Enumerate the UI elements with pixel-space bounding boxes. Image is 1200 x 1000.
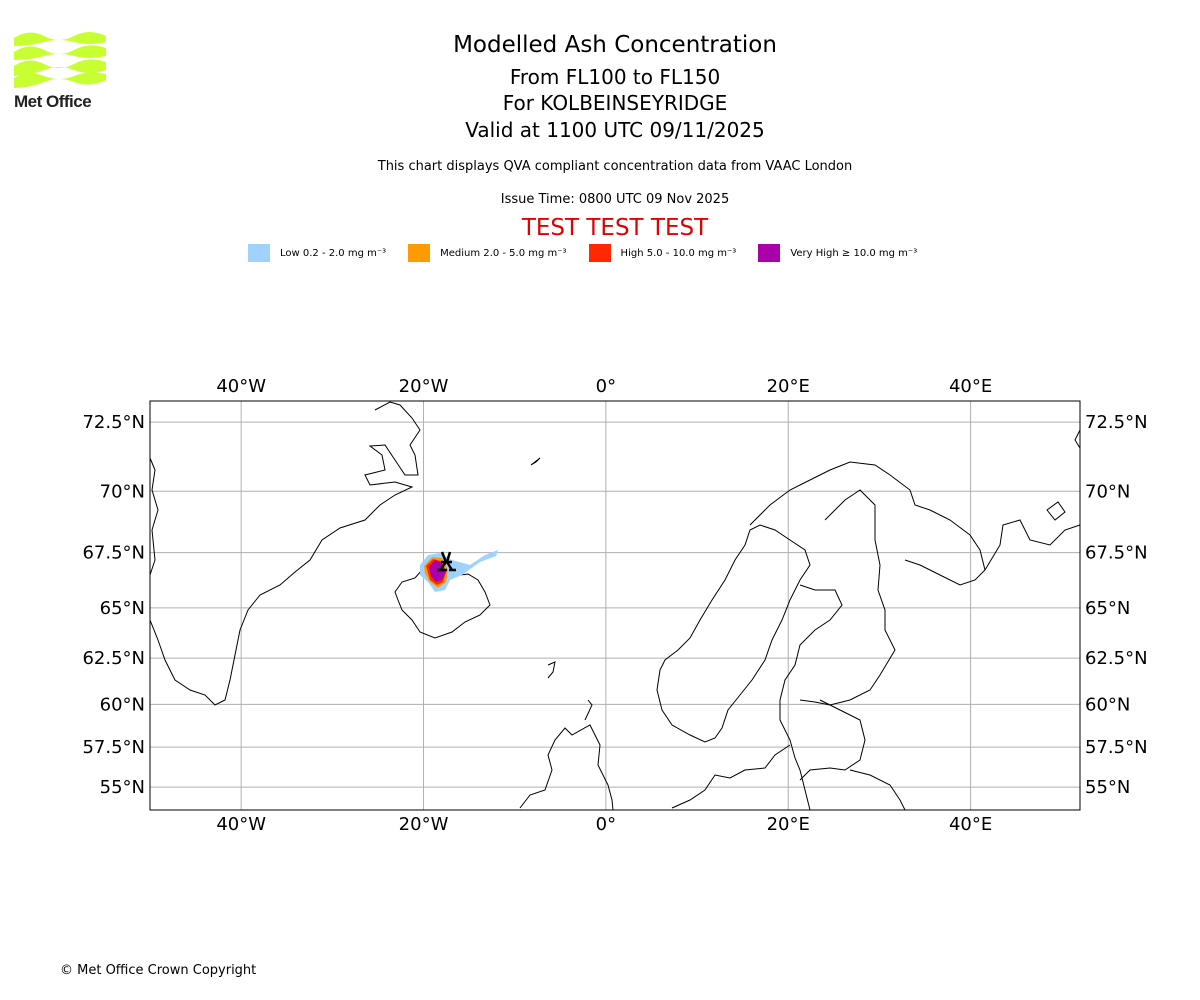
lon-tick-label: 20°E (767, 376, 810, 397)
coastlines (149, 401, 1081, 811)
test-banner: TEST TEST TEST (521, 215, 709, 241)
legend-label: Very High ≥ 10.0 mg m⁻³ (790, 247, 918, 259)
jan-mayen-coast (530, 457, 541, 466)
legend-swatch (248, 244, 270, 262)
lat-tick-label: 60°N (1085, 694, 1130, 715)
lon-tick-label: 0° (596, 376, 616, 397)
lat-tick-label: 65°N (100, 598, 145, 619)
sweden-finland-coast (779, 489, 906, 811)
valid-time: Valid at 1100 UTC 09/11/2025 (465, 118, 765, 142)
russia-coast (984, 429, 1081, 571)
greenland-coast (149, 401, 421, 706)
copyright: © Met Office Crown Copyright (60, 963, 257, 978)
lon-tick-label: 0° (596, 814, 616, 835)
legend-item-medium: Medium 2.0 - 5.0 mg m⁻³ (408, 244, 567, 262)
lon-tick-label: 40°W (216, 376, 266, 397)
lon-tick-label: 40°W (216, 814, 266, 835)
ash-plume (420, 550, 498, 592)
legend-item-high: High 5.0 - 10.0 mg m⁻³ (588, 244, 737, 262)
chart-title: Modelled Ash Concentration (453, 32, 777, 58)
map-frame (149, 400, 1081, 811)
lat-tick-label: 55°N (100, 777, 145, 798)
legend-item-very-high: Very High ≥ 10.0 mg m⁻³ (758, 244, 917, 262)
legend-label: Low 0.2 - 2.0 mg m⁻³ (280, 247, 387, 259)
lat-tick-label: 57.5°N (82, 737, 145, 758)
flight-levels: From FL100 to FL150 (509, 65, 721, 89)
lat-tick-label: 62.5°N (1085, 648, 1148, 669)
axis-ticks: 40°W 40°W 20°W 20°W 0° 0° 20°E 20°E 40°E 40°E 72.5… (82, 376, 1147, 835)
britain-coast (519, 699, 614, 811)
lon-tick-label: 40°E (949, 376, 992, 397)
lat-tick-label: 72.5°N (82, 412, 145, 433)
lat-tick-label: 55°N (1085, 777, 1130, 798)
faroe-coast (547, 661, 556, 679)
lat-tick-label: 67.5°N (1085, 543, 1148, 564)
gridlines (150, 401, 1080, 810)
legend-swatch (588, 244, 611, 262)
lat-tick-label: 70°N (100, 481, 145, 502)
lat-tick-label: 65°N (1085, 598, 1130, 619)
legend-item-low: Low 0.2 - 2.0 mg m⁻³ (248, 244, 386, 262)
legend-swatch (758, 244, 781, 262)
legend: Low 0.2 - 2.0 mg m⁻³ Medium 2.0 - 5.0 mg… (248, 244, 939, 262)
lon-tick-label: 20°W (399, 814, 449, 835)
lat-tick-label: 67.5°N (82, 543, 145, 564)
lat-tick-label: 57.5°N (1085, 737, 1148, 758)
lon-tick-label: 20°W (399, 376, 449, 397)
chart-description: This chart displays QVA compliant concen… (377, 159, 853, 174)
lon-tick-label: 20°E (767, 814, 810, 835)
lat-tick-label: 72.5°N (1085, 412, 1148, 433)
legend-label: Medium 2.0 - 5.0 mg m⁻³ (440, 247, 567, 259)
volcano-marker-icon (437, 551, 456, 572)
issue-time: Issue Time: 0800 UTC 09 Nov 2025 (500, 192, 730, 207)
lat-tick-label: 70°N (1085, 481, 1130, 502)
logo-waves-icon (14, 32, 106, 88)
logo-text: Met Office (14, 92, 92, 111)
volcano-location: For KOLBEINSEYRIDGE (502, 91, 728, 115)
lat-tick-label: 60°N (100, 694, 145, 715)
legend-swatch (408, 244, 431, 262)
lon-tick-label: 40°E (949, 814, 992, 835)
legend-label: High 5.0 - 10.0 mg m⁻³ (620, 247, 737, 259)
lat-tick-label: 62.5°N (82, 648, 145, 669)
norway-coast (656, 461, 986, 809)
met-office-logo (14, 30, 106, 94)
